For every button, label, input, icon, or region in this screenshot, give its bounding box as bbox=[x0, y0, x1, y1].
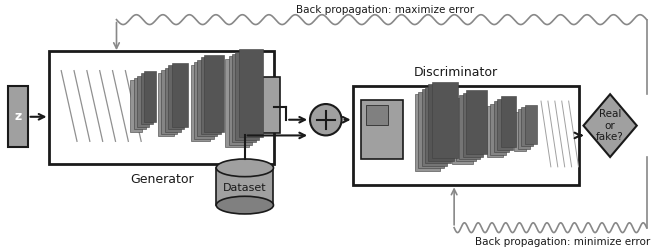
Bar bbox=[418, 92, 444, 168]
Bar bbox=[243, 77, 280, 133]
Text: Back propagation: minimize error: Back propagation: minimize error bbox=[475, 237, 650, 247]
Bar bbox=[466, 90, 487, 154]
Bar bbox=[235, 52, 259, 140]
Bar bbox=[415, 94, 440, 171]
Bar bbox=[429, 84, 454, 161]
Bar bbox=[216, 168, 274, 205]
Bar bbox=[225, 59, 249, 147]
Circle shape bbox=[310, 104, 341, 135]
Bar bbox=[134, 78, 146, 129]
Bar bbox=[459, 95, 480, 159]
Bar bbox=[144, 71, 156, 122]
Bar bbox=[462, 93, 483, 156]
Text: Dataset: Dataset bbox=[223, 184, 267, 193]
Bar bbox=[490, 103, 506, 155]
Bar bbox=[521, 107, 533, 146]
Text: Generator: Generator bbox=[130, 173, 194, 186]
Bar bbox=[514, 112, 526, 151]
Bar bbox=[137, 76, 149, 126]
Bar bbox=[487, 106, 503, 157]
Bar bbox=[168, 65, 184, 129]
Bar bbox=[501, 96, 516, 147]
Bar bbox=[239, 49, 263, 137]
Bar bbox=[362, 100, 403, 159]
Bar bbox=[228, 57, 252, 145]
Bar bbox=[191, 65, 210, 141]
Bar bbox=[432, 82, 458, 158]
Bar bbox=[494, 101, 509, 152]
Bar bbox=[525, 104, 536, 144]
Text: Discriminator: Discriminator bbox=[414, 66, 498, 80]
Bar bbox=[518, 109, 530, 149]
Bar bbox=[194, 62, 214, 139]
Bar bbox=[158, 73, 174, 136]
Text: Real
or
fake?: Real or fake? bbox=[596, 109, 624, 142]
Bar bbox=[198, 60, 217, 136]
Bar bbox=[201, 58, 220, 134]
Bar bbox=[204, 55, 224, 131]
Bar bbox=[456, 98, 476, 161]
Ellipse shape bbox=[216, 196, 274, 214]
Bar bbox=[8, 86, 28, 147]
Polygon shape bbox=[583, 94, 637, 157]
Bar bbox=[232, 54, 255, 142]
Text: z: z bbox=[14, 110, 22, 123]
Bar bbox=[452, 100, 473, 164]
Bar bbox=[497, 99, 513, 150]
Bar bbox=[425, 87, 451, 163]
Bar bbox=[140, 73, 153, 124]
Bar bbox=[366, 105, 388, 125]
Bar bbox=[421, 89, 448, 166]
Bar bbox=[49, 51, 274, 164]
Bar bbox=[172, 63, 187, 126]
Bar bbox=[161, 70, 177, 134]
Ellipse shape bbox=[216, 159, 274, 177]
Text: Back propagation: maximize error: Back propagation: maximize error bbox=[296, 5, 474, 15]
Bar bbox=[130, 80, 142, 131]
Bar bbox=[353, 86, 579, 185]
Bar bbox=[165, 68, 181, 131]
